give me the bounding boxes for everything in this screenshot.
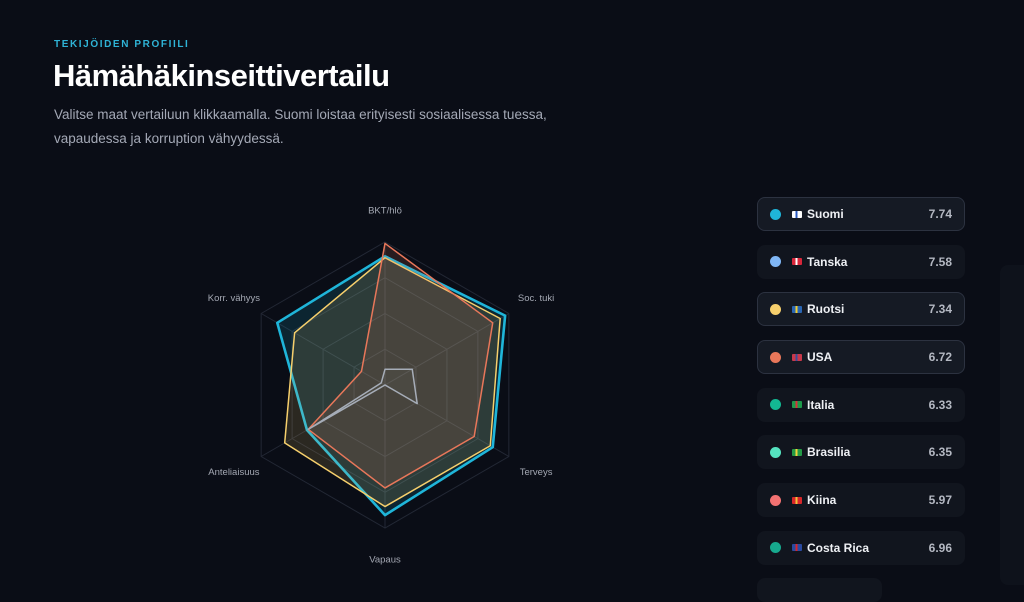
radar-chart: BKT/hlö Soc. tuki Terveys Vapaus Anteliaisuu… xyxy=(208,206,555,566)
axis-label: Soc. tuki xyxy=(518,293,554,304)
side-panel xyxy=(1000,265,1024,585)
color-dot-icon xyxy=(770,208,781,220)
series-polygon-usa xyxy=(307,242,494,489)
page-title: Hämähäkinseittivertailu xyxy=(53,58,390,93)
country-score: 7.74 xyxy=(928,207,952,221)
country-name: Italia xyxy=(807,397,835,412)
country-name: Brasilia xyxy=(807,445,851,460)
italy-flag-icon xyxy=(792,401,802,409)
costa-rica-flag-icon xyxy=(792,544,802,552)
color-dot-icon xyxy=(770,542,781,554)
country-item[interactable]: Italia 6.33 xyxy=(757,387,965,422)
color-dot-icon xyxy=(770,494,781,506)
country-name: Costa Rica xyxy=(807,540,870,555)
country-item[interactable]: Brasilia 6.35 xyxy=(757,435,965,470)
color-dot-icon xyxy=(770,351,781,363)
china-flag-icon xyxy=(792,496,802,504)
country-score: 6.33 xyxy=(928,397,952,412)
country-score: 7.58 xyxy=(928,254,952,269)
brazil-flag-icon xyxy=(792,448,802,456)
page-description: Valitse maat vertailuun klikkaamalla. Su… xyxy=(54,107,547,146)
country-item[interactable]: Tanska 7.58 xyxy=(757,244,965,279)
series-polygon-suomi xyxy=(275,254,507,517)
sweden-flag-icon xyxy=(792,305,802,313)
country-name: Ruotsi xyxy=(807,302,845,317)
country-score: 6.72 xyxy=(928,350,952,365)
color-dot-icon xyxy=(770,399,781,411)
country-item[interactable]: USA 6.72 xyxy=(757,340,965,375)
country-score: 6.35 xyxy=(928,445,952,460)
axis-label: Korr. vähyys xyxy=(208,293,261,304)
color-dot-icon xyxy=(770,446,781,458)
axis-label: Anteliaisuus xyxy=(208,467,259,478)
country-item[interactable]: Ruotsi 7.34 xyxy=(757,292,965,327)
finland-flag-icon xyxy=(792,210,802,218)
section-eyebrow: TEKIJÖIDEN PROFIILI xyxy=(54,39,190,50)
country-name: Tanska xyxy=(807,254,848,269)
country-score: 6.96 xyxy=(928,540,952,555)
country-name: Suomi xyxy=(807,207,844,221)
axis-label: BKT/hlö xyxy=(368,206,402,217)
country-score: 5.97 xyxy=(928,493,952,508)
country-name: USA xyxy=(807,350,833,365)
country-list: Suomi 7.74 Tanska 7.58 Ruotsi 7.34 USA 6.72 Ital… xyxy=(757,197,965,579)
axis-label: Vapaus xyxy=(369,554,401,565)
series-polygon-ruotsi xyxy=(283,256,501,508)
country-item[interactable]: Suomi 7.74 xyxy=(757,197,965,231)
series-polygon xyxy=(307,368,418,431)
list-item-partial[interactable] xyxy=(757,578,882,602)
grid-spoke xyxy=(260,313,386,386)
color-dot-icon xyxy=(770,303,781,315)
country-name: Kiina xyxy=(807,493,837,508)
color-dot-icon xyxy=(770,256,781,268)
country-item[interactable]: Kiina 5.97 xyxy=(757,483,965,518)
country-score: 7.34 xyxy=(928,302,952,317)
denmark-flag-icon xyxy=(792,258,802,266)
usa-flag-icon xyxy=(792,353,802,361)
axis-label: Terveys xyxy=(520,467,553,478)
grid-spoke xyxy=(384,313,510,386)
country-item[interactable]: Costa Rica 6.96 xyxy=(757,530,965,565)
